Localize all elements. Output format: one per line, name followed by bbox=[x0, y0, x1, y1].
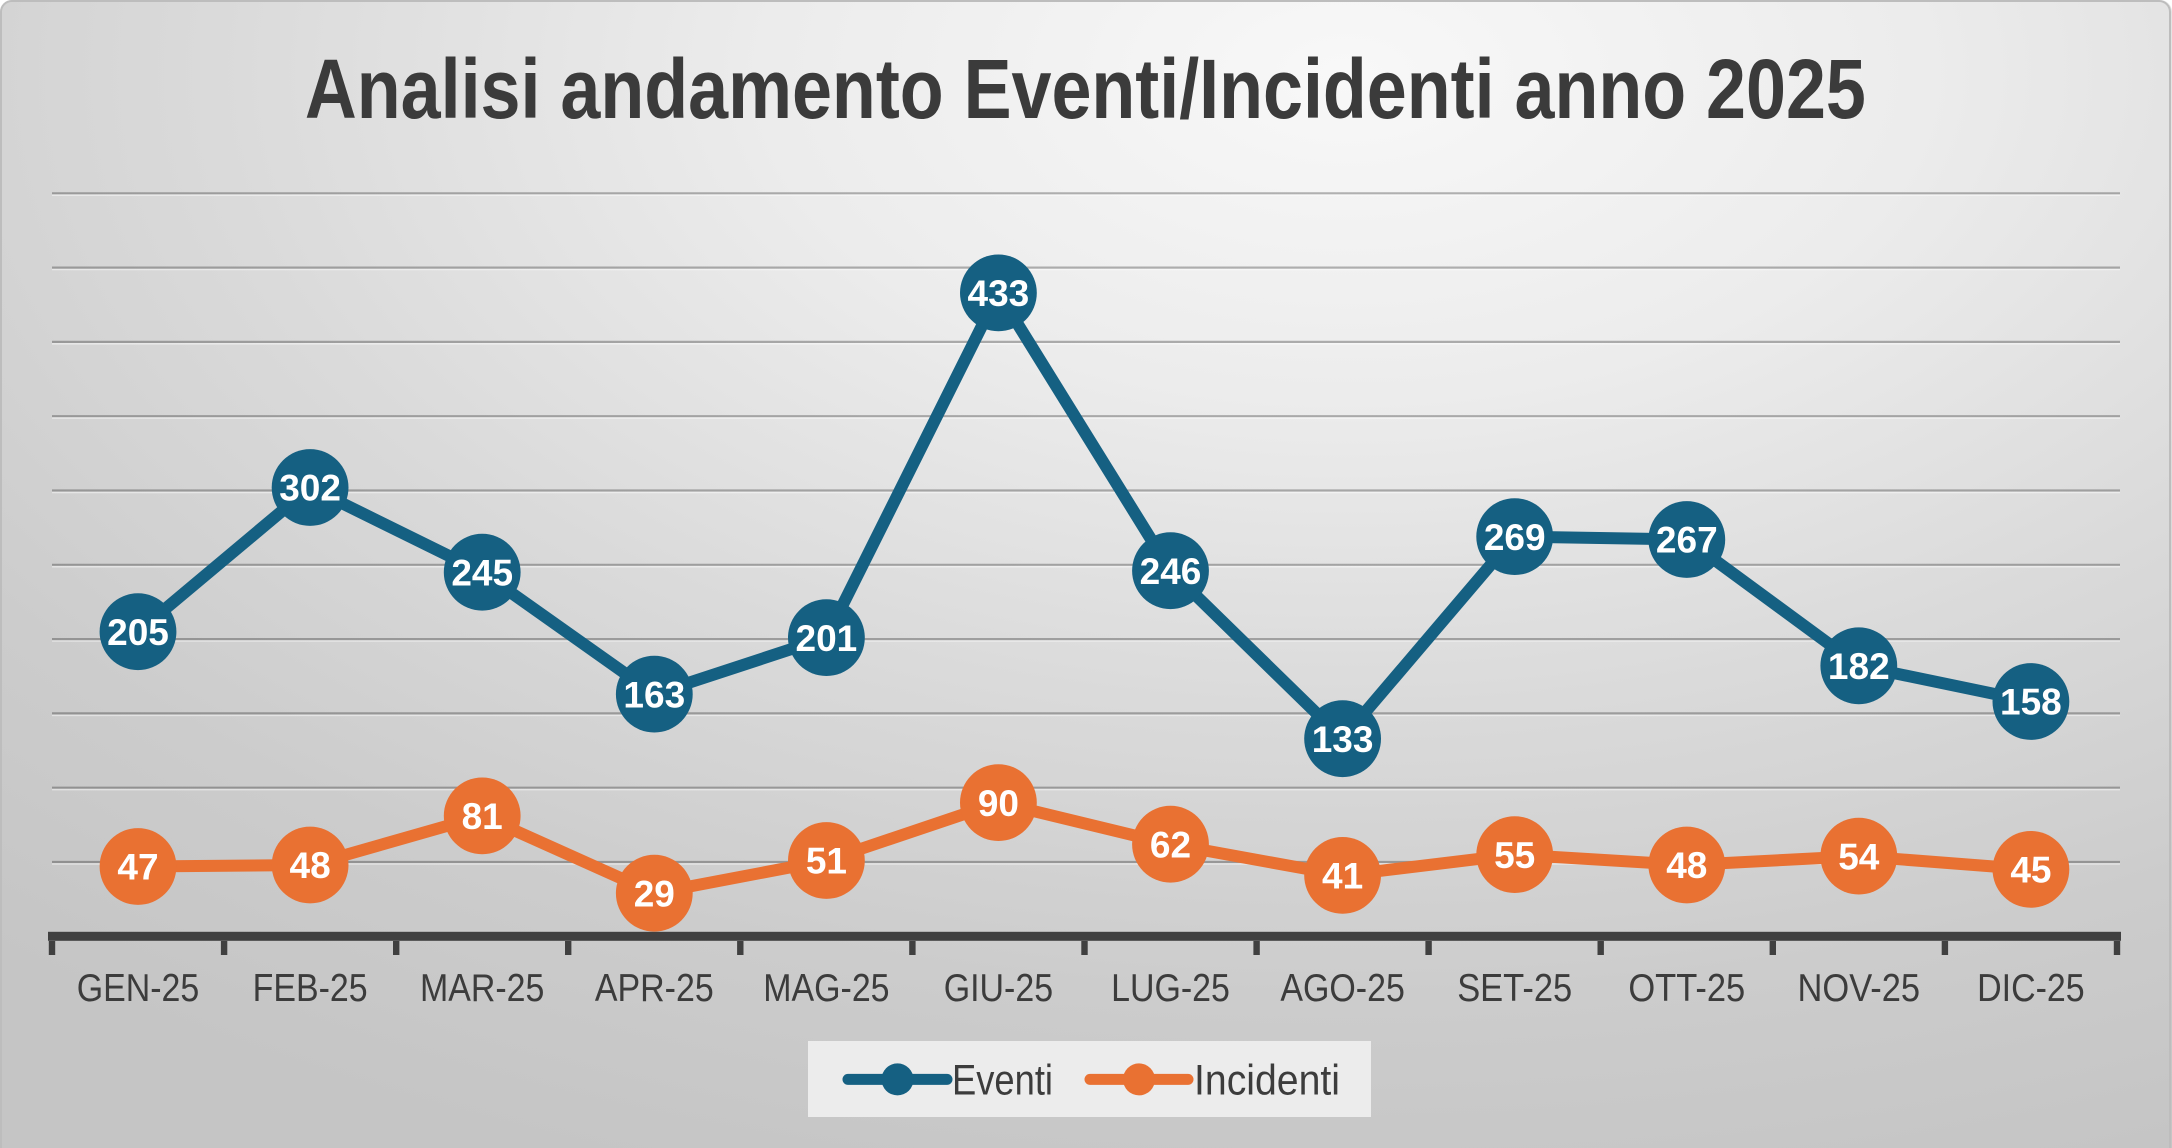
svg-text:DIC-25: DIC-25 bbox=[1977, 967, 2085, 1010]
svg-text:FEB-25: FEB-25 bbox=[253, 967, 368, 1010]
svg-text:APR-25: APR-25 bbox=[595, 967, 714, 1010]
svg-text:48: 48 bbox=[290, 845, 331, 886]
svg-text:201: 201 bbox=[796, 618, 858, 659]
svg-text:90: 90 bbox=[978, 783, 1019, 824]
svg-text:302: 302 bbox=[279, 468, 341, 509]
svg-text:47: 47 bbox=[117, 847, 158, 888]
svg-text:SET-25: SET-25 bbox=[1457, 967, 1572, 1010]
svg-text:245: 245 bbox=[451, 552, 513, 593]
svg-text:163: 163 bbox=[623, 674, 685, 715]
svg-text:54: 54 bbox=[1838, 836, 1880, 877]
svg-text:41: 41 bbox=[1322, 856, 1363, 897]
svg-text:AGO-25: AGO-25 bbox=[1280, 967, 1405, 1010]
svg-text:269: 269 bbox=[1484, 517, 1546, 558]
svg-text:55: 55 bbox=[1494, 835, 1535, 876]
svg-text:205: 205 bbox=[107, 612, 169, 653]
svg-text:Analisi andamento Eventi/Incid: Analisi andamento Eventi/Incidenti anno … bbox=[305, 42, 1866, 136]
svg-text:267: 267 bbox=[1656, 520, 1718, 561]
svg-text:62: 62 bbox=[1150, 824, 1191, 865]
svg-text:29: 29 bbox=[634, 873, 675, 914]
svg-text:433: 433 bbox=[968, 273, 1030, 314]
svg-text:Incidenti: Incidenti bbox=[1194, 1057, 1340, 1105]
svg-text:45: 45 bbox=[2010, 850, 2051, 891]
svg-text:246: 246 bbox=[1140, 551, 1202, 592]
svg-text:MAG-25: MAG-25 bbox=[763, 967, 889, 1010]
svg-text:182: 182 bbox=[1828, 646, 1890, 687]
svg-text:133: 133 bbox=[1312, 719, 1374, 760]
svg-text:MAR-25: MAR-25 bbox=[420, 967, 544, 1010]
svg-text:GEN-25: GEN-25 bbox=[77, 967, 200, 1010]
svg-text:158: 158 bbox=[2000, 682, 2062, 723]
svg-text:81: 81 bbox=[462, 796, 503, 837]
svg-text:OTT-25: OTT-25 bbox=[1628, 967, 1745, 1010]
svg-text:51: 51 bbox=[806, 841, 847, 882]
svg-text:48: 48 bbox=[1666, 845, 1707, 886]
svg-text:NOV-25: NOV-25 bbox=[1798, 967, 1921, 1010]
svg-text:Eventi: Eventi bbox=[952, 1057, 1053, 1105]
svg-text:GIU-25: GIU-25 bbox=[944, 967, 1053, 1010]
svg-text:LUG-25: LUG-25 bbox=[1111, 967, 1230, 1010]
